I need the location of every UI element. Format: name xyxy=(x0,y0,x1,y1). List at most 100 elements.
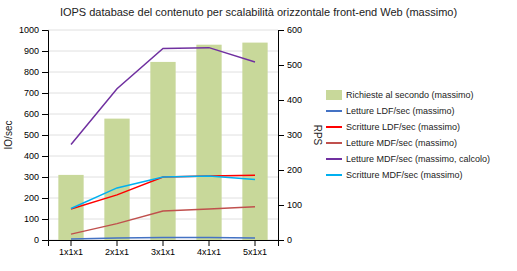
tick-mark xyxy=(255,240,256,246)
tick-label: 4x1x1 xyxy=(197,247,221,257)
tick-label: 0 xyxy=(287,235,292,245)
tick-label: 500 xyxy=(287,60,302,70)
grid xyxy=(48,30,278,240)
tick: 300 xyxy=(24,172,48,182)
tick: 0 xyxy=(34,235,48,245)
legend-label: Letture LDF/sec (massimo) xyxy=(346,106,455,116)
tick-mark xyxy=(42,72,48,73)
bar-series xyxy=(58,43,267,240)
tick-mark xyxy=(71,240,72,246)
tick-mark xyxy=(209,240,210,246)
tick-label: 800 xyxy=(24,67,39,77)
tick-mark xyxy=(42,156,48,157)
tick-mark xyxy=(42,93,48,94)
tick: 100 xyxy=(278,200,302,210)
legend: Richieste al secondo (massimo) Letture LD… xyxy=(326,90,490,180)
tick-mark xyxy=(117,240,118,246)
tick-label: 700 xyxy=(24,88,39,98)
legend-swatch xyxy=(326,174,342,176)
axis-title: IO/sec xyxy=(3,121,14,150)
legend-item: Letture MDF/sec (massimo, calcolo) xyxy=(326,154,490,164)
bar xyxy=(242,43,267,240)
tick-mark xyxy=(42,51,48,52)
tick-label: 1x1x1 xyxy=(59,247,83,257)
tick-mark xyxy=(278,170,284,171)
tick-label: 600 xyxy=(287,25,302,35)
chart: IOPS database del contenuto per scalabil… xyxy=(0,0,517,271)
legend-label: Richieste al secondo (massimo) xyxy=(346,90,474,100)
line xyxy=(71,237,255,238)
tick: 300 xyxy=(278,130,302,140)
bar xyxy=(58,175,83,240)
axis-line xyxy=(49,241,279,247)
tick-mark xyxy=(42,240,48,241)
legend-item: Letture LDF/sec (massimo) xyxy=(326,106,455,116)
tick: 500 xyxy=(24,130,48,140)
line xyxy=(71,207,255,234)
axis: 0 100 200 300 400 500 600 700 800 900 1000 xyxy=(19,25,49,245)
tick: 5x1x1 xyxy=(243,240,267,257)
tick: 800 xyxy=(24,67,48,77)
line xyxy=(71,175,255,209)
tick: 200 xyxy=(24,193,48,203)
line xyxy=(71,48,255,145)
line xyxy=(71,176,255,209)
legend-item: Letture MDF/sec (massimo) xyxy=(326,138,457,148)
legend-label: Scritture MDF/sec (massimo) xyxy=(346,170,463,180)
tick-mark xyxy=(278,30,284,31)
tick-mark xyxy=(278,135,284,136)
bar xyxy=(196,45,221,240)
tick-mark xyxy=(163,240,164,246)
tick-label: 100 xyxy=(24,214,39,224)
legend-label: Letture MDF/sec (massimo, calcolo) xyxy=(346,154,490,164)
axis-line xyxy=(42,31,49,241)
grid-line xyxy=(48,30,278,31)
tick: 2x1x1 xyxy=(105,240,129,257)
tick: 1x1x1 xyxy=(59,240,83,257)
tick-mark xyxy=(42,198,48,199)
tick-label: 600 xyxy=(24,109,39,119)
tick-label: 5x1x1 xyxy=(243,247,267,257)
axis: 1x1x1 2x1x1 3x1x1 4x1x1 5x1x1 xyxy=(49,240,279,257)
tick-label: 200 xyxy=(24,193,39,203)
tick-label: 3x1x1 xyxy=(151,247,175,257)
tick-label: 400 xyxy=(287,95,302,105)
legend-swatch xyxy=(326,126,342,128)
axis-line xyxy=(279,31,285,241)
tick-label: 0 xyxy=(34,235,39,245)
legend-swatch xyxy=(326,110,342,112)
tick: 400 xyxy=(278,95,302,105)
tick: 4x1x1 xyxy=(197,240,221,257)
marks xyxy=(58,43,267,240)
tick: 700 xyxy=(24,88,48,98)
tick: 100 xyxy=(24,214,48,224)
tick: 3x1x1 xyxy=(151,240,175,257)
tick: 0 xyxy=(278,235,292,245)
legend-label: Letture MDF/sec (massimo) xyxy=(346,138,457,148)
tick-mark xyxy=(42,30,48,31)
tick-label: 1000 xyxy=(19,25,39,35)
tick-label: 400 xyxy=(24,151,39,161)
tick-label: 900 xyxy=(24,46,39,56)
tick-label: 100 xyxy=(287,200,302,210)
tick: 600 xyxy=(24,109,48,119)
tick-mark xyxy=(278,65,284,66)
tick: 400 xyxy=(24,151,48,161)
legend-swatch xyxy=(326,142,342,144)
tick-label: 500 xyxy=(24,130,39,140)
legend-item: Scritture LDF/sec (massimo) xyxy=(326,122,460,132)
tick: 600 xyxy=(278,25,302,35)
tick-mark xyxy=(42,219,48,220)
legend-swatch xyxy=(326,90,342,100)
tick: 1000 xyxy=(19,25,48,35)
tick-mark xyxy=(42,114,48,115)
tick-mark xyxy=(278,205,284,206)
legend-swatch xyxy=(326,158,342,160)
tick-label: 200 xyxy=(287,165,302,175)
tick-label: 2x1x1 xyxy=(105,247,129,257)
tick-mark xyxy=(42,177,48,178)
title: IOPS database del contenuto per scalabil… xyxy=(60,6,457,18)
tick: 200 xyxy=(278,165,302,175)
tick: 900 xyxy=(24,46,48,56)
tick-label: 300 xyxy=(287,130,302,140)
